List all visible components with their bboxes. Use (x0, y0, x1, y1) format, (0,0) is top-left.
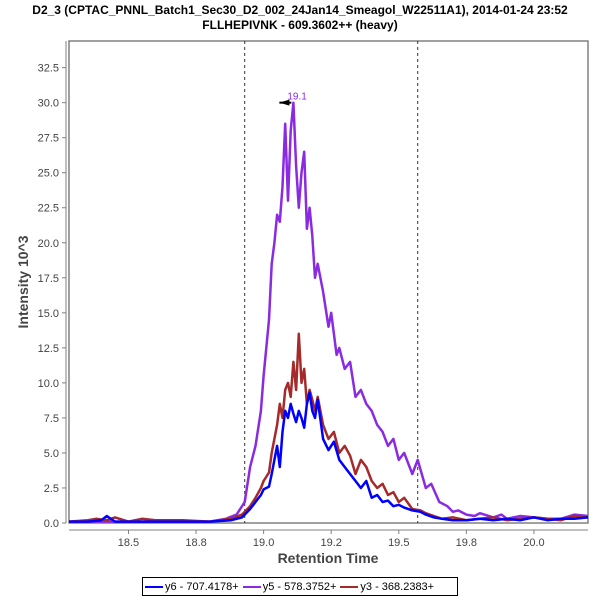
y-tick-label: 32.5 (38, 63, 59, 75)
y-tick-label: 0.0 (44, 518, 59, 530)
chart-subtitle: FLLHEPIVNK - 609.3602++ (heavy) (202, 18, 398, 32)
legend-item-y3[interactable]: y3 - 368.2383+ (340, 581, 434, 593)
y-tick-label: 10.0 (38, 378, 59, 390)
legend-item-y5[interactable]: y5 - 578.3752+ (242, 580, 337, 593)
y-tick-label: 12.5 (38, 343, 59, 355)
x-tick-label: 20.0 (523, 537, 544, 549)
legend-item-y6[interactable]: y6 - 707.4178+ (145, 581, 239, 593)
legend-swatch-y6 (145, 585, 163, 588)
y-tick-label: 30.0 (38, 98, 59, 110)
legend-label-y6: y6 - 707.4178+ (165, 580, 239, 593)
y-tick-label: 17.5 (38, 273, 59, 285)
x-tick-label: 18.8 (185, 537, 206, 549)
y-tick-label: 27.5 (38, 133, 59, 145)
chart-title: D2_3 (CPTAC_PNNL_Batch1_Sec30_D2_002_24J… (32, 3, 568, 17)
x-tick-label: 19.2 (320, 537, 341, 549)
y-tick-label: 20.0 (38, 238, 59, 250)
x-tick-label: 19.0 (253, 537, 274, 549)
y-tick-label: 15.0 (38, 308, 59, 320)
y-tick-label: 7.5 (44, 413, 59, 425)
peak-label: 19.1 (287, 92, 307, 103)
legend-swatch-y5 (242, 585, 261, 588)
y-axis-title: Intensity 10^3 (15, 235, 31, 328)
y-tick-label: 22.5 (38, 203, 59, 215)
chart-legend: y6 - 707.4178+ y5 - 578.3752+ y3 - 368.2… (142, 577, 458, 596)
legend-swatch-y3 (340, 585, 359, 588)
y-tick-label: 25.0 (38, 168, 59, 180)
plot-area (68, 40, 589, 524)
legend-label-y3: y3 - 368.2383+ (360, 580, 435, 593)
series-line-y6 (69, 391, 589, 523)
legend-label-y5: y5 - 578.3752+ (262, 580, 337, 593)
y-tick-label: 2.5 (44, 483, 59, 495)
x-tick-label: 19.8 (456, 537, 477, 549)
x-axis-title: Retention Time (278, 550, 379, 566)
x-tick-label: 19.5 (388, 537, 409, 549)
series-line-y5 (69, 101, 589, 523)
y-tick-label: 5.0 (44, 448, 59, 460)
x-tick-label: 18.5 (118, 537, 139, 549)
